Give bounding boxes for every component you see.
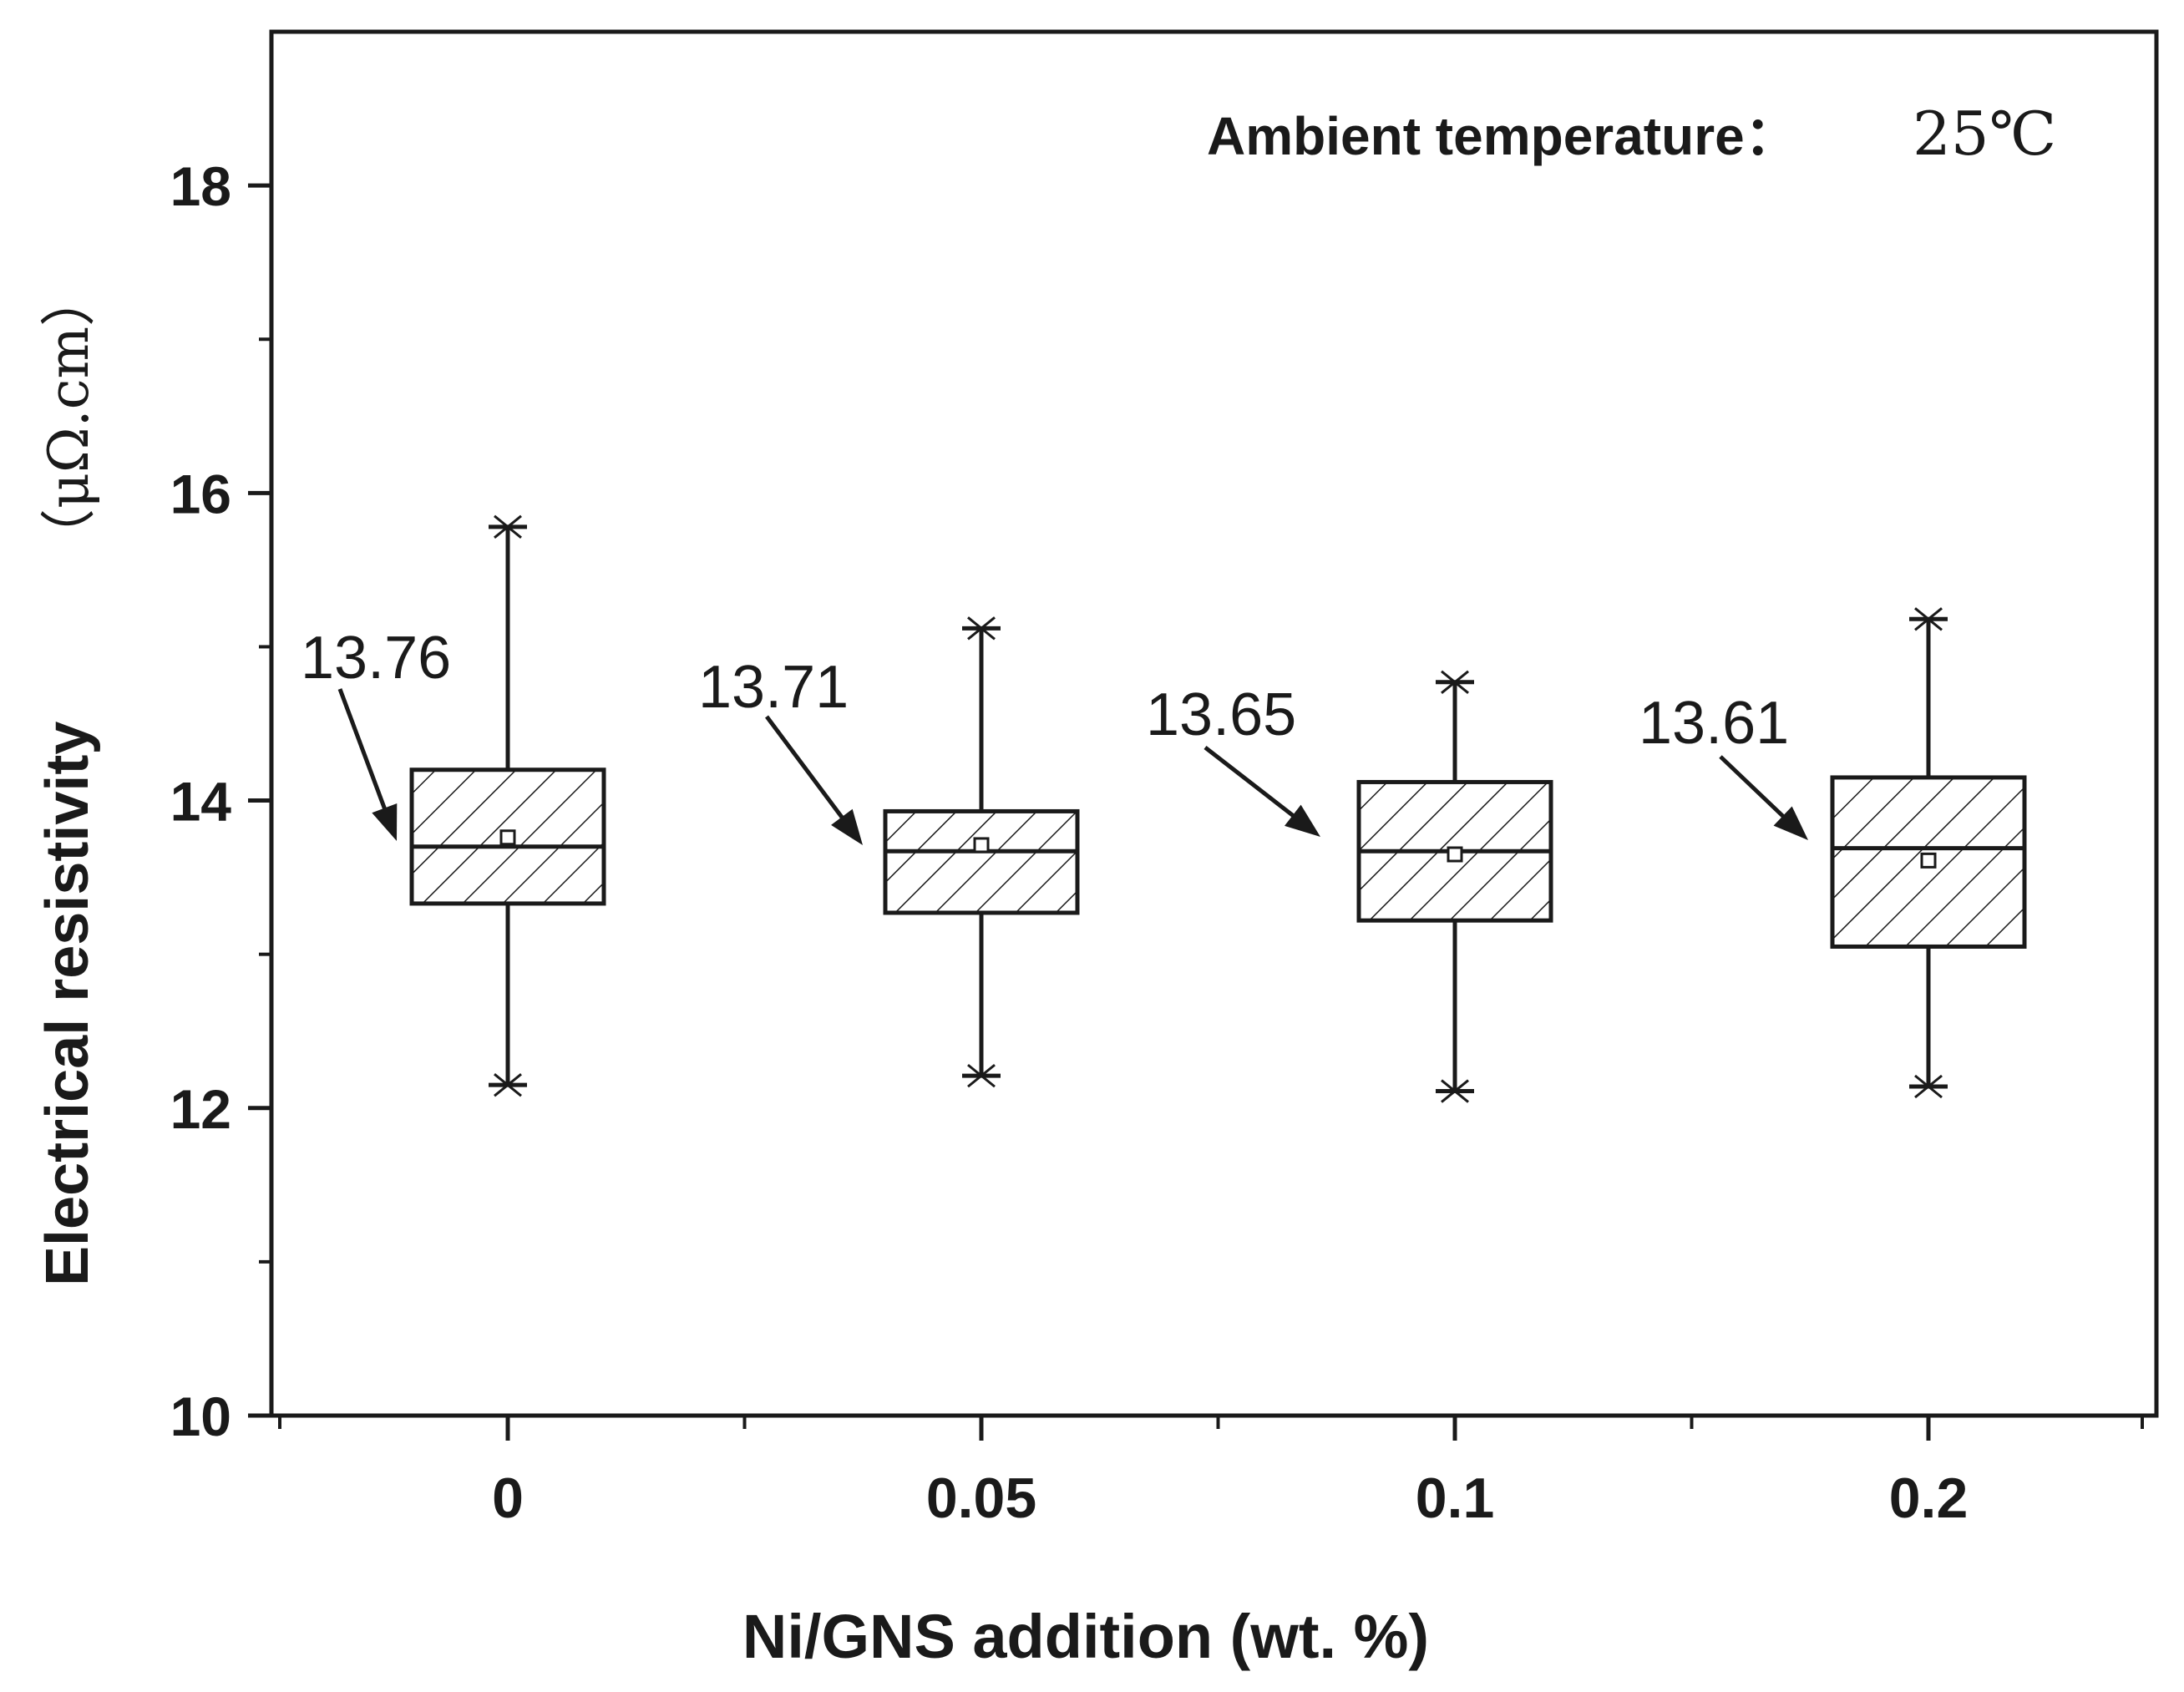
box-group: 13.76 [301,514,606,1097]
min-marker [1441,1079,1469,1103]
max-marker [494,514,522,540]
y-tick-label: 12 [170,1078,231,1140]
x-tick-label: 0.1 [1416,1467,1495,1530]
y-tick-label: 18 [170,155,231,217]
mean-arrow-shaft [337,688,394,830]
y-axis-title: Electrical resistivity [34,722,101,1286]
plot-frame [269,29,2159,1418]
box-series: 13.76 13.71 13.65 13.61 [301,514,2027,1103]
min-marker [967,1063,996,1088]
min-marker [494,1072,522,1097]
mean-arrow-head [831,808,863,845]
box-group: 13.65 [1146,670,1553,1103]
box-body [883,808,1080,915]
mean-marker [973,837,990,854]
x-tick-label: 0.05 [926,1467,1036,1530]
max-marker [1914,607,1943,631]
x-axis: 0 0.05 0.1 0.2 [278,1416,2144,1530]
min-marker [1914,1074,1943,1099]
box-group: 13.61 [1639,607,2027,1099]
max-marker [967,616,996,641]
ambient-temperature-value: 25℃ [1913,99,2056,169]
box-group: 13.71 [698,616,1080,1088]
mean-value-label: 13.61 [1639,690,1789,757]
mean-arrow-head [372,803,398,841]
mean-arrow-head [1773,806,1808,840]
y-tick-label: 16 [170,463,231,524]
y-tick-label: 14 [170,771,232,833]
x-tick-label: 0 [492,1467,524,1530]
y-axis: 10 12 14 16 18 [170,155,271,1447]
y-axis-unit: （μΩ.cm） [37,271,101,564]
max-marker [1441,670,1469,694]
mean-arrow-head [1285,804,1320,837]
mean-marker [499,829,516,846]
mean-value-label: 13.76 [301,625,451,691]
mean-value-label: 13.71 [698,654,849,721]
mean-value-label: 13.65 [1146,681,1296,748]
x-axis-title: Ni/GNS addition (wt. %) [742,1602,1429,1671]
ambient-temperature-label: Ambient temperature： [1207,106,1798,166]
mean-marker [1447,846,1463,863]
y-tick-label: 10 [170,1386,231,1447]
mean-marker [1920,852,1937,869]
box-body [409,767,606,906]
mean-arrow-shaft [764,715,857,837]
x-tick-label: 0.2 [1889,1467,1969,1530]
